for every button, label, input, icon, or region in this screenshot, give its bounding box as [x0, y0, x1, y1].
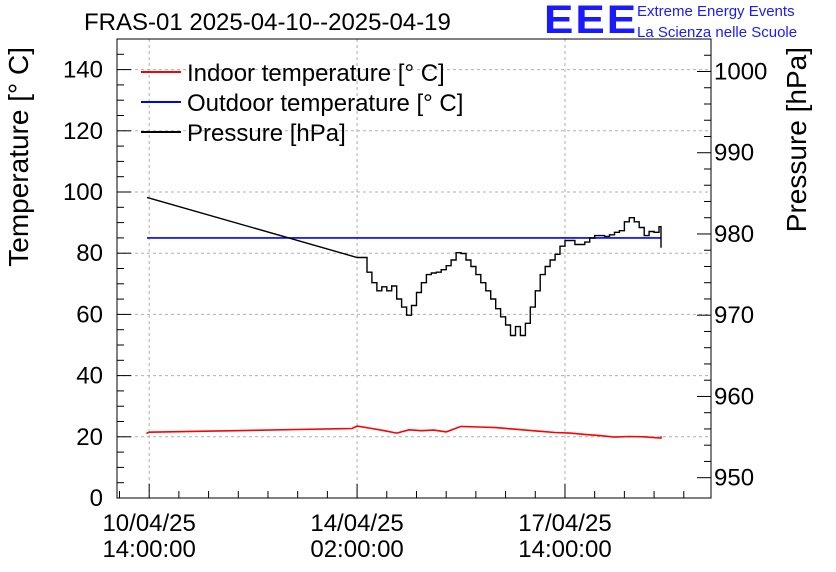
legend: Indoor temperature [° C] Outdoor temperat…: [141, 60, 463, 147]
right-tick-label: 950: [714, 465, 754, 492]
left-tick-label: 20: [76, 424, 103, 451]
x-tick-label-date: 10/04/25: [102, 510, 195, 537]
left-tick-label: 60: [76, 301, 103, 328]
right-tick-label: 1000: [714, 58, 767, 85]
legend-label-2: Pressure [hPa]: [187, 120, 346, 147]
chart-title: FRAS-01 2025-04-10--2025-04-19: [84, 9, 451, 36]
right-tick-label: 960: [714, 383, 754, 410]
x-tick-label-time: 14:00:00: [518, 536, 611, 563]
legend-label-0: Indoor temperature [° C]: [187, 60, 445, 87]
x-tick-label-date: 14/04/25: [310, 510, 403, 537]
right-tick-label: 970: [714, 302, 754, 329]
right-axis-title: Pressure [hPa]: [781, 47, 812, 232]
brand-name: Extreme Energy Events: [637, 3, 795, 20]
left-tick-label: 80: [76, 240, 103, 267]
x-tick-label-time: 02:00:00: [310, 536, 403, 563]
left-axis-title: Temperature [° C]: [3, 47, 34, 267]
right-tick-label: 990: [714, 140, 754, 167]
left-tick-label: 120: [63, 118, 103, 145]
legend-label-1: Outdoor temperature [° C]: [187, 90, 463, 117]
right-tick-label: 980: [714, 221, 754, 248]
brand-tagline: La Scienza nelle Scuole: [637, 24, 798, 41]
x-tick-label-time: 14:00:00: [102, 536, 195, 563]
eee-logo: EEE: [544, 0, 639, 43]
left-tick-label: 40: [76, 363, 103, 390]
left-tick-label: 0: [90, 485, 103, 512]
series-line-0: [146, 425, 662, 439]
left-tick-label: 140: [63, 57, 103, 84]
series-line-2: [146, 196, 662, 337]
left-tick-label: 100: [63, 179, 103, 206]
x-tick-label-date: 17/04/25: [518, 510, 611, 537]
